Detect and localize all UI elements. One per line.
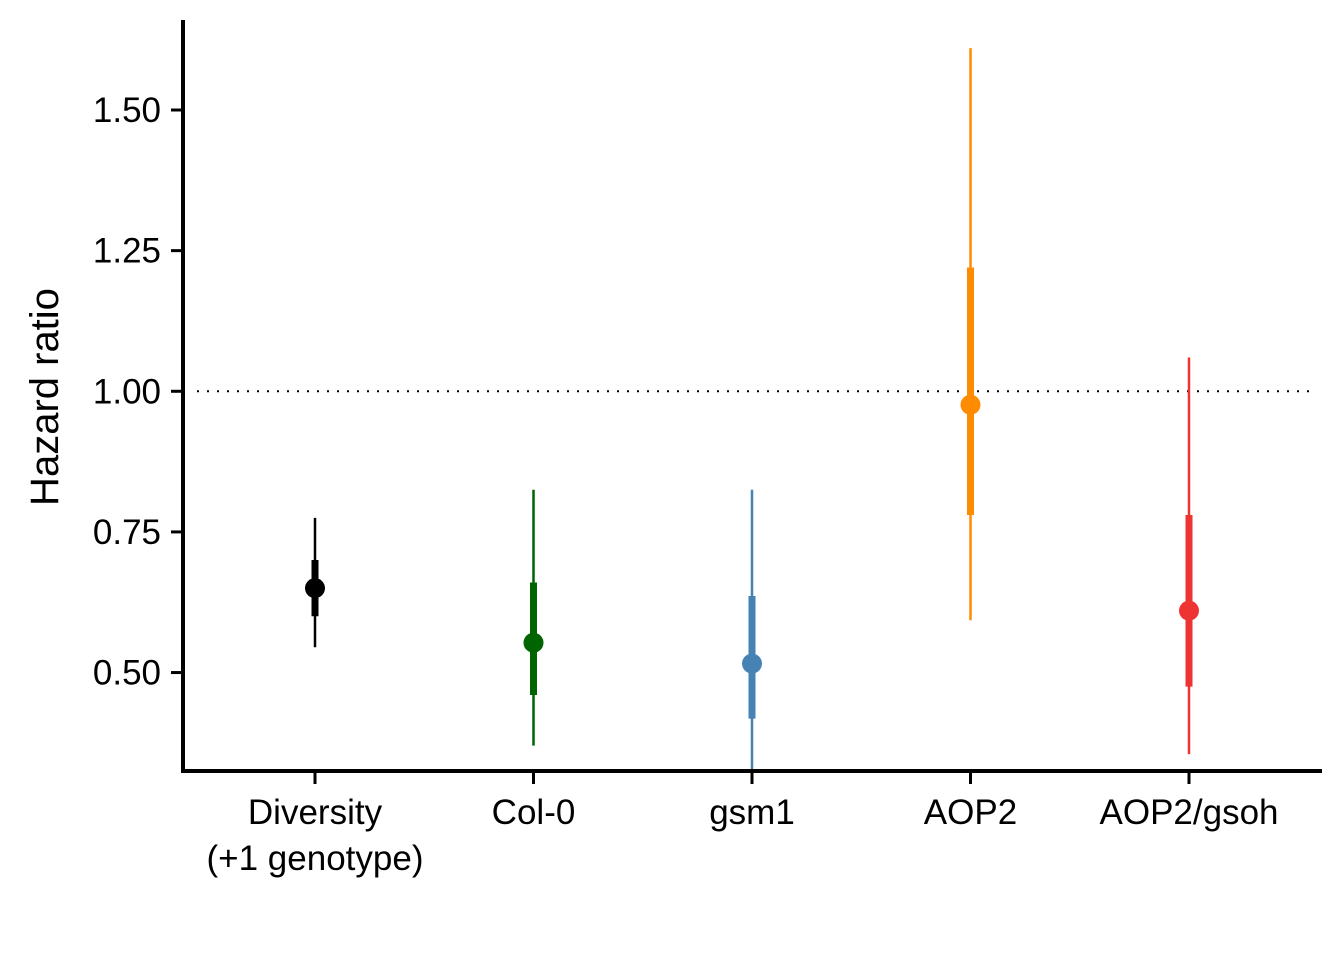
y-tick-label: 1.25 (93, 232, 161, 271)
y-axis-title: Hazard ratio (23, 288, 67, 506)
x-tick-label: Diversity (248, 793, 383, 832)
ticks-layer: 0.50 0.75 1.00 1.25 1.50 Diversity (+1 genotyp… (93, 91, 1279, 878)
point-estimate (1179, 600, 1199, 621)
x-tick-label: AOP2 (924, 793, 1017, 832)
point-estimate (305, 578, 325, 599)
y-tick-label: 0.50 (93, 654, 161, 693)
point-estimate (960, 394, 981, 415)
x-tick-label: gsm1 (709, 793, 795, 832)
x-tick-label: (+1 genotype) (207, 839, 424, 878)
y-tick-label: 1.00 (93, 372, 161, 411)
x-tick-label: AOP2/gsoh (1100, 793, 1279, 832)
marks-layer (305, 48, 1199, 773)
x-tick-label: Col-0 (492, 793, 576, 832)
point-estimate (742, 653, 762, 674)
y-tick-label: 0.75 (93, 513, 161, 552)
y-tick-label: 1.50 (93, 91, 161, 130)
point-estimate (523, 632, 544, 653)
